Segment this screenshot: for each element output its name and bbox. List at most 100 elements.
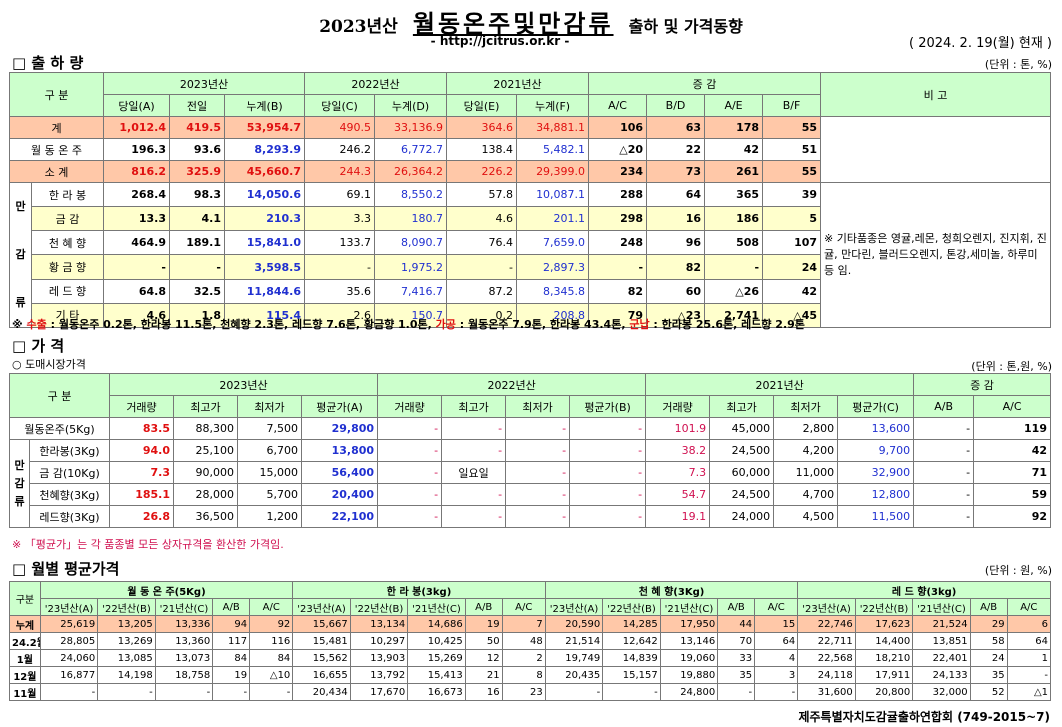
table-cell: - [441, 483, 507, 506]
row-label: 소 계 [9, 160, 104, 183]
table-cell: 5,482.1 [516, 138, 590, 161]
table-cell: 5 [762, 206, 822, 232]
table-cell: 8,293.9 [223, 138, 306, 161]
table-row: 천 혜 향 464.9 189.1 15,841.0 133.7 8,090.7 76.4 7… [10, 230, 1051, 256]
price-header-gubun: 구 분 [9, 373, 110, 418]
table-cell: △1 [1006, 683, 1052, 701]
table-cell: 22,401 [912, 649, 971, 667]
row-label: 한 라 봉 [31, 181, 104, 208]
header-2023: 2023년산 [102, 72, 306, 95]
section-price-unit: (단위 : 톤,원, %) [971, 360, 1052, 373]
table-cell: 15,481 [292, 632, 351, 650]
table-cell: 115.4 [223, 302, 306, 329]
table-cell: 일요일 [441, 461, 507, 484]
note-process-key: 가공 [435, 318, 456, 331]
table-cell: - [505, 461, 571, 484]
table-cell: 16 [646, 206, 706, 232]
table-cell: 22,746 [797, 615, 856, 633]
table-cell: 2.6 [304, 302, 376, 329]
table-cell: 268.4 [103, 181, 170, 208]
table-cell: 261 [704, 160, 764, 183]
table-cell: - [569, 417, 647, 440]
group-header: 천 혜 향(3Kg) [544, 581, 799, 599]
table-cell: 14,050.6 [223, 181, 306, 208]
side-char: 류 [15, 296, 26, 309]
row-label: 레드향(3Kg) [29, 505, 110, 528]
table-row: 누계 25,619 13,205 13,336 94 92 15,667 13,134 14,6… [9, 615, 1052, 633]
table-cell: 84 [249, 649, 294, 667]
table-cell: 53,954.7 [223, 116, 306, 139]
table-cell: 1,975.2 [374, 254, 448, 280]
table-cell: 31,600 [797, 683, 856, 701]
col-header: A/B [717, 598, 756, 616]
table-cell: 82 [646, 254, 706, 280]
table-cell: 4.1 [169, 206, 225, 232]
table-cell: - [505, 505, 571, 528]
table-cell: - [441, 505, 507, 528]
table-cell: 82 [588, 278, 648, 304]
table-cell: 33 [717, 649, 756, 667]
col-header: 누계(F) [516, 94, 590, 117]
note-export: : 월동온주 0.2톤, 한라봉 11.5톤, 천혜향 2.3톤, 레드향 7.… [46, 318, 436, 331]
table-cell: 10,297 [349, 632, 409, 650]
table-cell: 178 [704, 116, 764, 139]
table-cell: 94.0 [109, 439, 174, 462]
table-cell: - [602, 683, 661, 701]
section-price-title: □ 가 격 [12, 337, 65, 355]
table-cell: 1,200 [237, 505, 302, 528]
table-cell: - [505, 439, 571, 462]
table-cell: 90,000 [173, 461, 238, 484]
col-header: A/B [969, 598, 1008, 616]
table-cell: - [97, 683, 156, 701]
table-cell: 21,524 [912, 615, 971, 633]
table-cell: 19 [212, 666, 251, 684]
table-cell: 0.2 [446, 302, 518, 329]
table-cell: 23 [501, 683, 546, 701]
table-cell: 185.1 [109, 483, 174, 506]
table-cell: 8 [501, 666, 546, 684]
table-cell: - [913, 483, 975, 506]
table-row: 월 동 온 주 196.3 93.6 8,293.9 246.2 6,772.7 138.4… [9, 138, 1051, 161]
col-header: A/C [588, 94, 648, 117]
table-cell: 13,146 [659, 632, 719, 650]
table-cell: 96 [646, 230, 706, 256]
section-shipment-unit: (단위 : 톤, %) [984, 58, 1052, 71]
table-row: 1월 24,060 13,085 13,073 84 84 15,562 13,903 15,2… [9, 649, 1052, 667]
monthly-header-gubun: 구분 [9, 581, 41, 616]
table-cell: - [1006, 666, 1052, 684]
section-monthly-title: □ 월별 평균가격 [12, 560, 120, 578]
table-cell: 13,205 [97, 615, 156, 633]
group-header: 한 라 봉(3kg) [292, 581, 546, 599]
table-cell: 13.3 [103, 206, 170, 232]
table-cell: 7 [501, 615, 546, 633]
table-cell: 133.7 [304, 230, 376, 256]
table-cell: 24 [762, 254, 822, 280]
table-cell: 63 [646, 116, 706, 139]
table-cell: 25,619 [39, 615, 99, 633]
table-cell: 2,800 [773, 417, 839, 440]
table-cell: 24,500 [709, 439, 775, 462]
table-cell: 288 [588, 181, 648, 208]
table-cell: 29,399.0 [516, 160, 590, 183]
table-cell: 16,673 [407, 683, 466, 701]
table-row: 금 감 13.3 4.1 210.3 3.3 180.7 4.6 201.1 298 16 186 5 [10, 206, 1051, 232]
row-label: 계 [9, 116, 104, 139]
table-cell: 48 [501, 632, 546, 650]
table-cell: 298 [588, 206, 648, 232]
table-cell: 3,598.5 [223, 254, 306, 280]
table-cell: 42 [973, 439, 1051, 462]
monthly-table: 구분 월 동 온 주(5Kg) 한 라 봉(3kg) 천 혜 향(3Kg) 레 드 향… [9, 581, 1052, 701]
table-cell: 18,210 [854, 649, 914, 667]
table-cell: 20,800 [854, 683, 914, 701]
footer-org: 제주특별자치도감귤출하연합회 (749-2015~7) [798, 710, 1050, 724]
table-cell: 15 [754, 615, 799, 633]
row-label: 1월 [9, 649, 41, 667]
table-cell: 39 [762, 181, 822, 208]
table-cell: - [544, 683, 604, 701]
table-cell: 83.5 [109, 417, 174, 440]
site-url[interactable]: - http://jcitrus.or.kr - [430, 34, 570, 48]
table-cell: 816.2 [103, 160, 170, 183]
table-cell: 19,880 [659, 666, 719, 684]
table-cell: 12,800 [837, 483, 915, 506]
